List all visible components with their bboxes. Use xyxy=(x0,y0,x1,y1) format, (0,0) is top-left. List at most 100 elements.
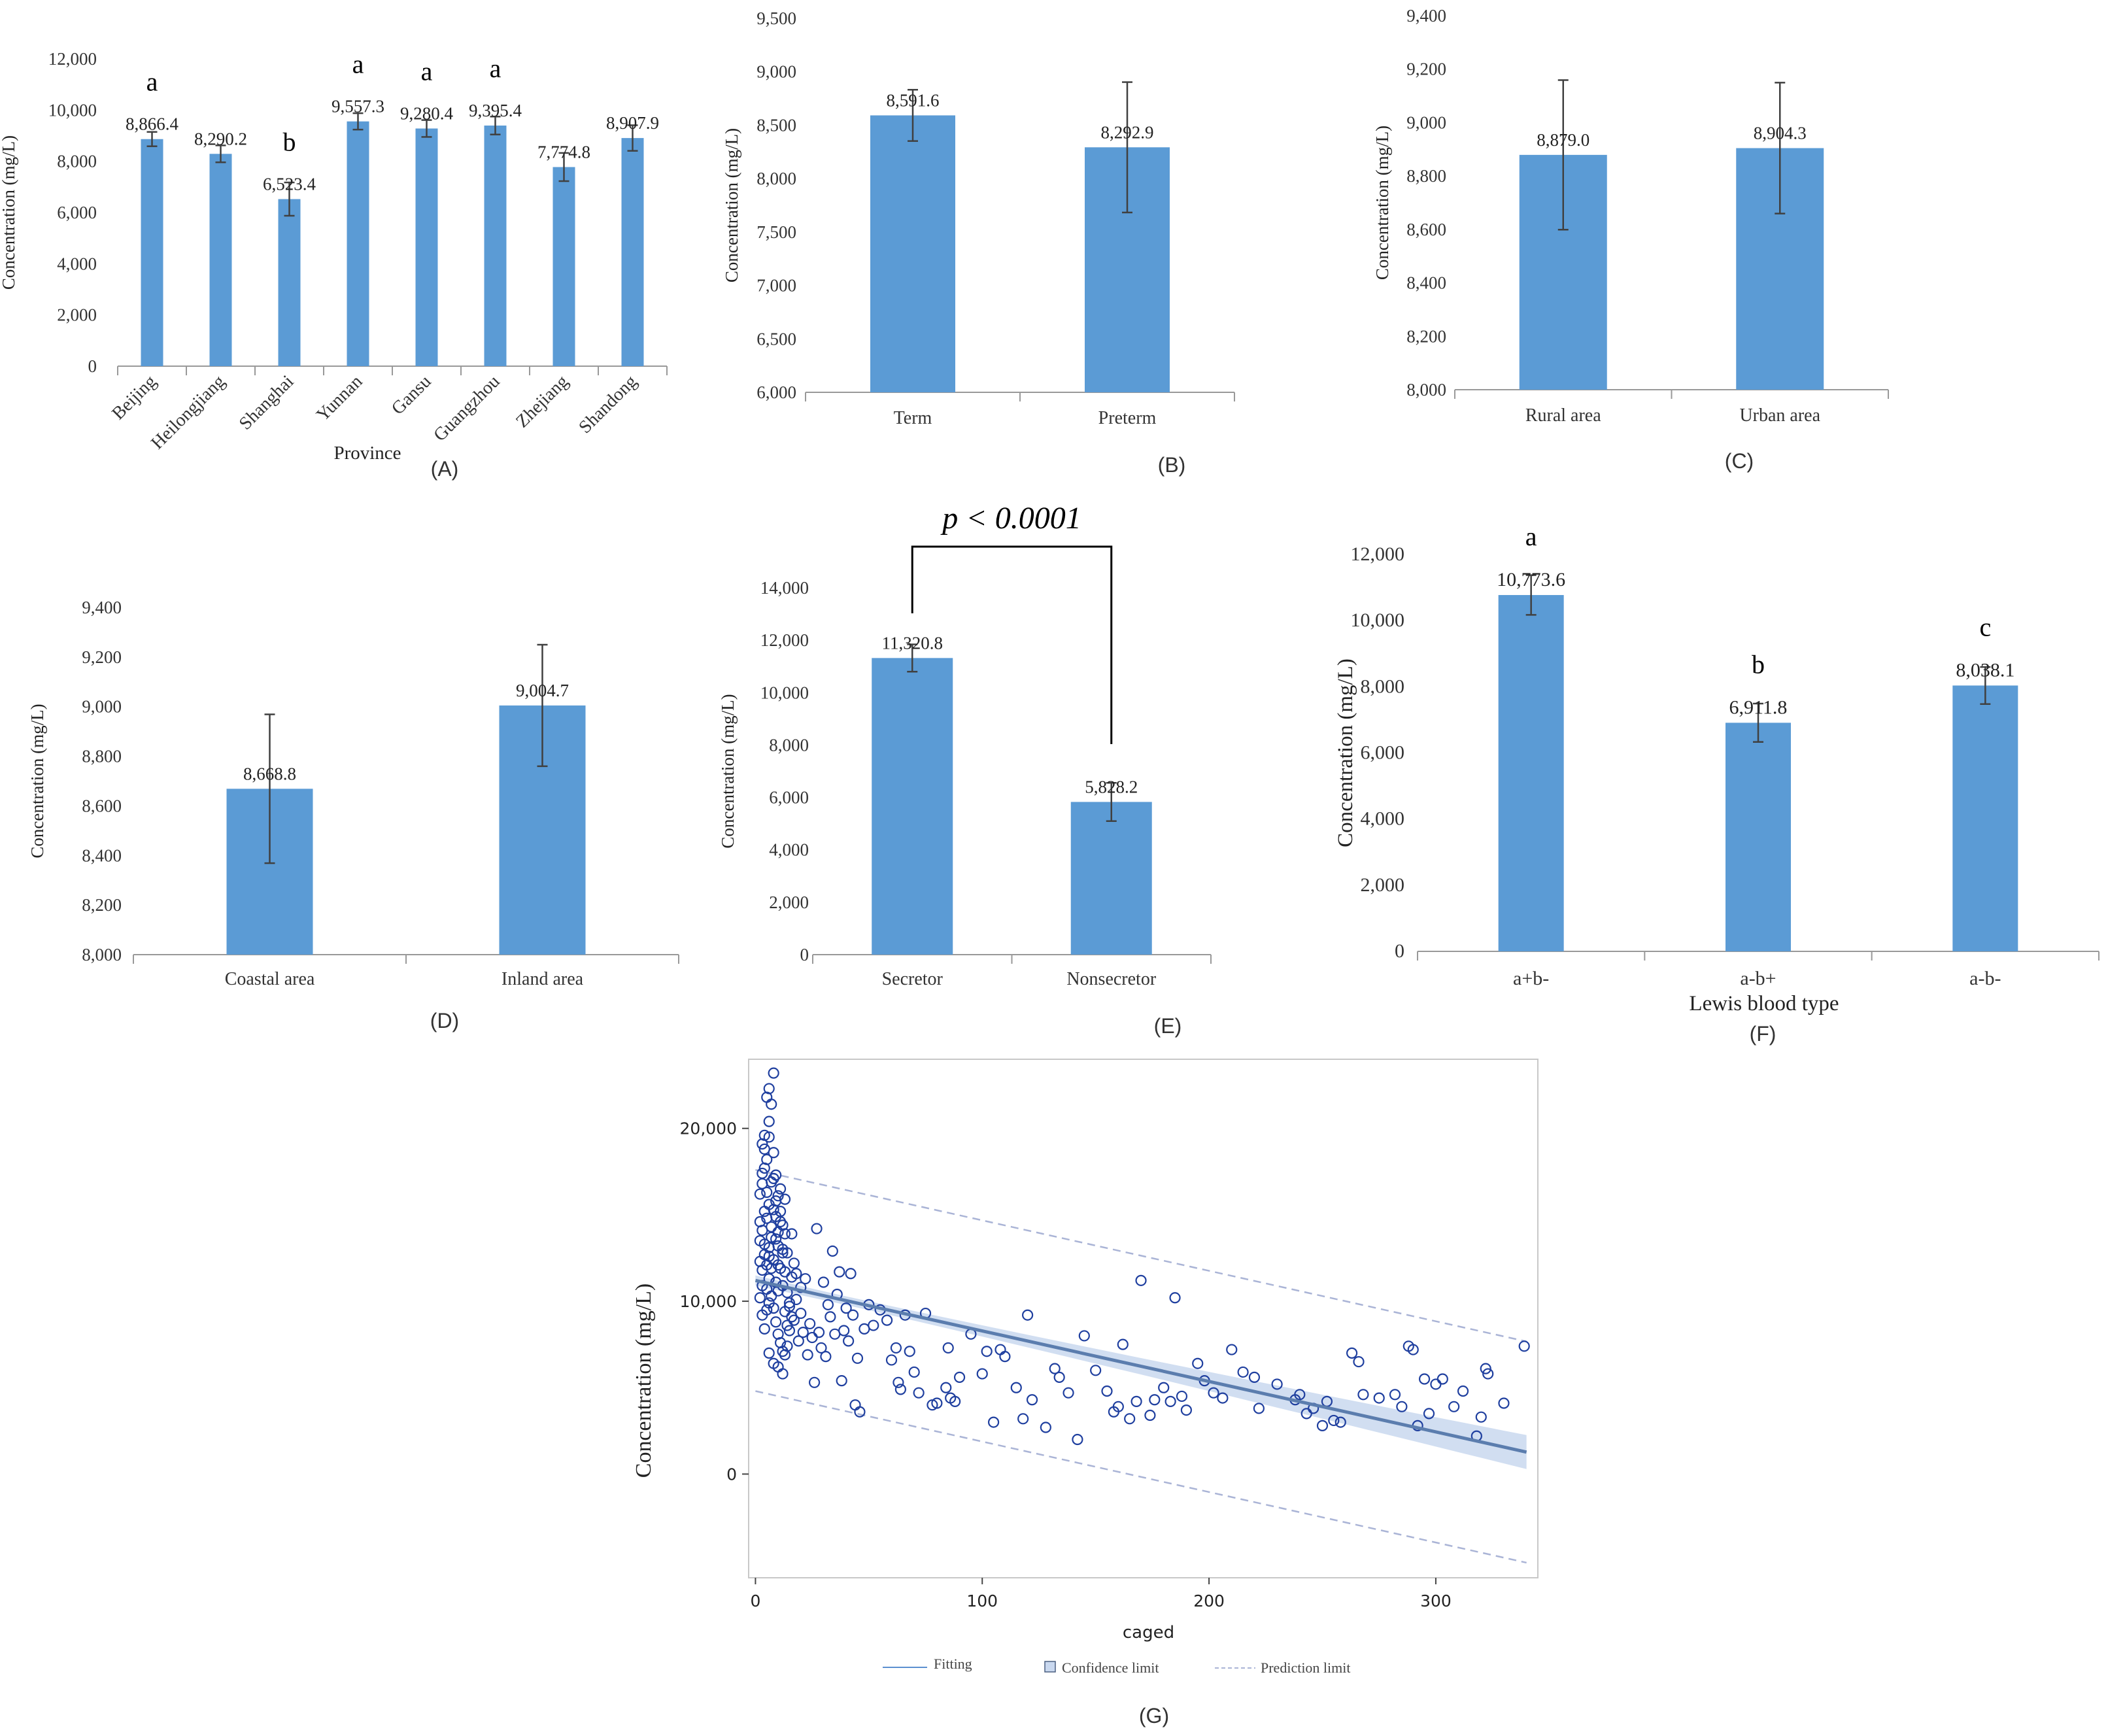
y-tick-label: 8,800 xyxy=(82,747,122,766)
panel-label: (A) xyxy=(431,457,459,481)
x-axis-title: caged xyxy=(1123,1623,1174,1642)
data-point xyxy=(854,1406,866,1418)
data-point xyxy=(1226,1344,1238,1355)
data-point xyxy=(892,1376,904,1388)
upper-prediction-limit xyxy=(755,1168,1527,1342)
data-label: 8,668.8 xyxy=(243,764,296,783)
data-point xyxy=(1482,1368,1494,1380)
data-point xyxy=(1316,1420,1329,1431)
data-point xyxy=(772,1190,784,1202)
y-axis-title: Concentration (mg/L) xyxy=(632,1284,656,1478)
data-point xyxy=(820,1351,832,1363)
category-label: Coastal area xyxy=(225,969,315,989)
data-point xyxy=(808,1376,821,1388)
category-label: a+b- xyxy=(1513,968,1549,989)
data-label: 8,907.9 xyxy=(606,113,659,133)
data-point xyxy=(768,1357,779,1369)
data-point xyxy=(795,1282,807,1293)
bar xyxy=(872,658,953,955)
data-point xyxy=(851,1352,864,1364)
bar xyxy=(621,138,644,367)
data-point xyxy=(804,1318,816,1330)
data-point xyxy=(758,1143,770,1155)
data-point xyxy=(754,1188,766,1200)
data-point xyxy=(763,1115,775,1127)
panel-label: (E) xyxy=(1154,1014,1182,1038)
data-point xyxy=(908,1366,920,1378)
y-tick-label: 6,000 xyxy=(756,383,796,402)
data-point xyxy=(754,1292,766,1304)
y-tick-label: 0 xyxy=(1395,940,1404,962)
y-tick-label: 8,600 xyxy=(82,796,122,815)
category-label: Beijing xyxy=(108,371,160,424)
x-tick-label: 0 xyxy=(750,1591,760,1610)
data-point xyxy=(1253,1403,1265,1414)
legend-confidence-label: Confidence limit xyxy=(1062,1659,1159,1676)
significance-letter: a xyxy=(421,57,433,86)
data-point xyxy=(824,1311,836,1323)
data-point xyxy=(834,1266,845,1278)
panel-c-bar-chart: 8,000 8,200 8,400 8,600 8,800 9,000 9,200 9,400… xyxy=(1372,6,1889,473)
data-point xyxy=(800,1273,811,1285)
y-tick-label: 9,400 xyxy=(82,598,122,617)
data-point xyxy=(1053,1371,1065,1383)
data-label: 10,773.6 xyxy=(1497,569,1565,590)
y-tick-label: 7,500 xyxy=(756,222,796,242)
panel-label: (D) xyxy=(430,1009,459,1032)
y-tick-label: 10,000 xyxy=(48,100,97,120)
data-point xyxy=(786,1228,798,1240)
data-point xyxy=(779,1193,791,1205)
data-point xyxy=(1176,1390,1188,1403)
data-point xyxy=(822,1299,834,1310)
y-tick-label: 8,200 xyxy=(1406,326,1446,346)
data-point xyxy=(1040,1421,1051,1433)
significance-letter: a xyxy=(1525,522,1537,551)
data-point xyxy=(788,1257,800,1269)
y-tick-label: 10,000 xyxy=(1351,609,1405,631)
data-point xyxy=(792,1335,804,1347)
y-tick-label: 8,000 xyxy=(57,152,97,171)
data-point xyxy=(763,1131,775,1143)
panel-label: (B) xyxy=(1158,453,1186,477)
bar xyxy=(278,199,301,366)
y-tick-label: 9,000 xyxy=(756,62,796,82)
data-point xyxy=(1072,1433,1083,1446)
x-tick-label: 100 xyxy=(966,1591,998,1610)
bar xyxy=(1498,595,1564,951)
category-label: a-b+ xyxy=(1740,968,1776,989)
data-point xyxy=(1353,1355,1365,1368)
data-point xyxy=(795,1307,807,1319)
significance-letter: a xyxy=(352,50,364,79)
bar xyxy=(141,139,163,366)
data-point xyxy=(1180,1404,1192,1416)
data-point xyxy=(770,1169,782,1181)
data-point xyxy=(1475,1411,1487,1423)
data-point xyxy=(836,1375,847,1387)
data-point xyxy=(1078,1330,1090,1342)
data-label: 8,038.1 xyxy=(1956,659,2014,681)
y-tick-label: 7,000 xyxy=(756,276,796,296)
data-point xyxy=(770,1210,782,1223)
data-label: 9,004.7 xyxy=(516,681,569,700)
data-point xyxy=(1124,1413,1136,1425)
y-axis-title: Concentration (mg/L) xyxy=(1334,658,1357,847)
significance-letter: a xyxy=(490,54,502,83)
data-point xyxy=(790,1293,802,1306)
y-tick-label: 8,000 xyxy=(1361,675,1405,697)
data-point xyxy=(783,1297,796,1309)
y-tick-label: 9,000 xyxy=(1406,112,1446,132)
significance-letter: b xyxy=(1752,649,1765,679)
data-point xyxy=(1346,1347,1358,1359)
data-point xyxy=(1294,1389,1306,1401)
y-tick-label: 8,000 xyxy=(82,945,122,964)
data-label: 8,904.3 xyxy=(1754,124,1807,143)
x-tick-label: 200 xyxy=(1193,1591,1225,1610)
y-tick-label: 14,000 xyxy=(760,578,809,598)
data-point xyxy=(1026,1394,1038,1406)
data-point xyxy=(754,1216,766,1228)
legend-confidence-swatch xyxy=(1044,1661,1056,1673)
data-point xyxy=(763,1242,775,1253)
data-point xyxy=(811,1223,823,1234)
lower-prediction-limit xyxy=(755,1390,1527,1564)
